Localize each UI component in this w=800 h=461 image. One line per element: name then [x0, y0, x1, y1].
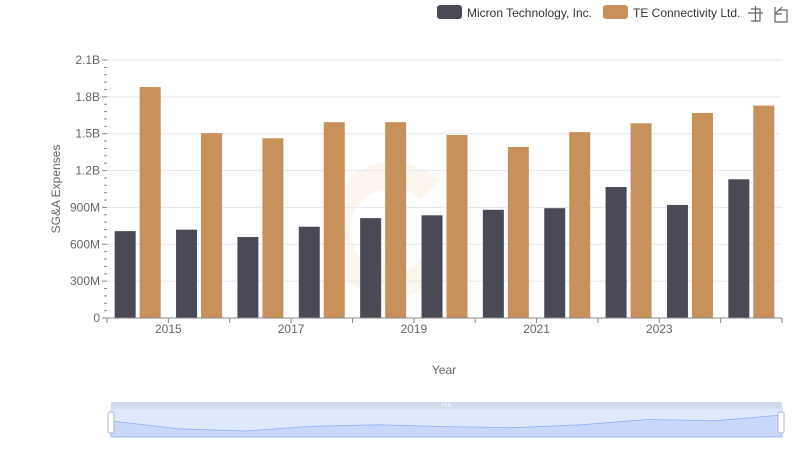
bar-te-connectivity-2018[interactable] — [385, 122, 407, 318]
data-zoom-left-handle[interactable] — [107, 411, 115, 434]
bar-micron-2023[interactable] — [666, 204, 688, 318]
bar-micron-2022[interactable] — [605, 187, 627, 318]
bar-micron-2014[interactable] — [114, 231, 136, 318]
legend-item-te-connectivity[interactable]: TE Connectivity Ltd. — [603, 5, 740, 20]
legend-label-te-connectivity: TE Connectivity Ltd. — [633, 6, 740, 20]
bar-micron-2020[interactable] — [482, 209, 504, 318]
bar-te-connectivity-2023[interactable] — [691, 112, 713, 318]
bars — [114, 87, 775, 319]
x-tick-label: 2017 — [278, 322, 305, 336]
bar-micron-2024[interactable] — [728, 179, 750, 318]
legend: Micron Technology, Inc. TE Connectivity … — [437, 5, 740, 20]
x-tick-label: 2015 — [155, 322, 182, 336]
y-axis-labels: 0 300M 600M 900M 1.2B 1.5B 1.8B 2.1B — [70, 53, 100, 325]
y-axis-title: SG&A Expenses — [49, 145, 63, 234]
x-tick-label: 2021 — [523, 322, 550, 336]
y-tick-label: 0 — [93, 311, 100, 325]
bar-micron-2018[interactable] — [360, 218, 382, 318]
y-tick-label: 1.2B — [75, 164, 100, 178]
bar-te-connectivity-2021[interactable] — [569, 132, 591, 318]
bar-micron-2019[interactable] — [421, 215, 443, 318]
y-tick-label: 600M — [70, 237, 100, 251]
bar-te-connectivity-2014[interactable] — [139, 87, 161, 319]
bar-micron-2021[interactable] — [544, 208, 566, 318]
bar-te-connectivity-2016[interactable] — [262, 138, 284, 318]
y-tick-label: 2.1B — [75, 53, 100, 67]
y-axis-minor-ticks — [102, 59, 107, 319]
y-tick-label: 1.5B — [75, 127, 100, 141]
data-zoom-series-area — [110, 414, 783, 438]
data-zoom-slider[interactable] — [107, 402, 785, 438]
y-tick-label: 1.8B — [75, 90, 100, 104]
y-tick-label: 900M — [70, 200, 100, 214]
legend-swatch-te-connectivity — [603, 5, 628, 19]
bar-te-connectivity-2022[interactable] — [630, 123, 652, 319]
bar-te-connectivity-2019[interactable] — [446, 134, 468, 318]
x-tick-label: 2019 — [400, 322, 427, 336]
x-axis: 2015 2017 2019 2021 2023 — [106, 317, 783, 336]
restore-icon[interactable] — [774, 6, 788, 23]
data-zoom-grip-icon[interactable] — [442, 403, 450, 407]
legend-item-micron[interactable]: Micron Technology, Inc. — [437, 5, 592, 20]
y-tick-label: 300M — [70, 274, 100, 288]
data-zoom-right-handle[interactable] — [777, 411, 785, 434]
x-tick-label: 2023 — [646, 322, 673, 336]
legend-swatch-micron — [437, 5, 462, 19]
bar-te-connectivity-2024[interactable] — [753, 105, 775, 318]
legend-label-micron: Micron Technology, Inc. — [467, 6, 592, 20]
x-axis-title: Year — [432, 363, 456, 377]
bar-micron-2017[interactable] — [298, 226, 320, 318]
zoom-icon[interactable] — [748, 6, 763, 22]
bar-te-connectivity-2015[interactable] — [201, 133, 223, 318]
bar-te-connectivity-2020[interactable] — [507, 146, 529, 318]
bar-te-connectivity-2017[interactable] — [323, 122, 345, 318]
bar-micron-2016[interactable] — [237, 237, 259, 318]
watermark-logo — [324, 162, 439, 298]
bar-micron-2015[interactable] — [176, 229, 198, 318]
